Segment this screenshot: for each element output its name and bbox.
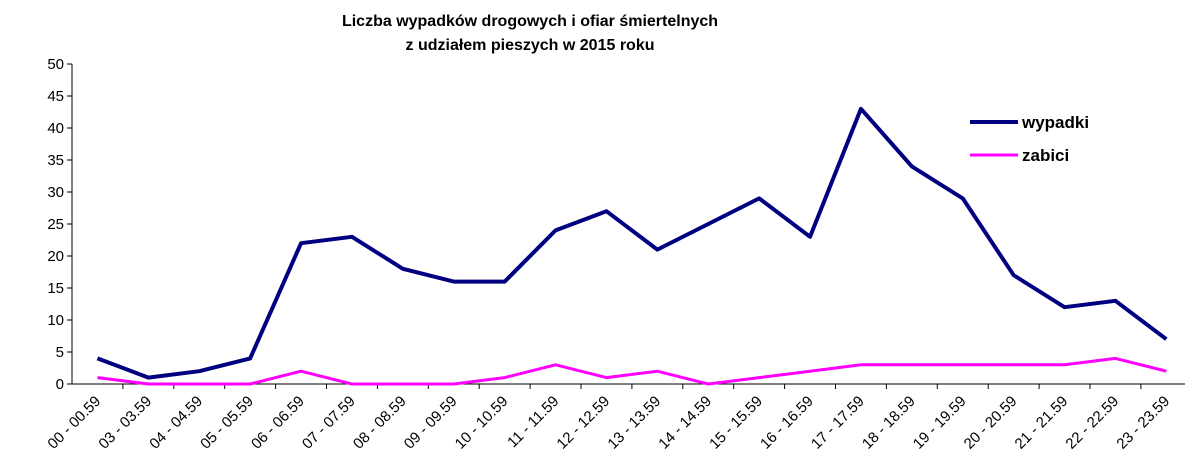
x-tick-label: 16 - 16.59 (757, 393, 817, 453)
x-tick-label: 14 - 14.59 (655, 393, 715, 453)
y-tick-label: 0 (56, 376, 64, 393)
legend-label: zabici (1022, 146, 1069, 165)
x-tick-label: 03 - 03.59 (95, 393, 155, 453)
x-tick-label: 00 - 00.59 (44, 393, 104, 453)
x-tick-label: 21 - 21.59 (1012, 393, 1072, 453)
x-tick-label: 23 - 23.59 (1113, 393, 1173, 453)
x-tick-label: 17 - 17.59 (808, 393, 868, 453)
y-tick-label: 20 (47, 248, 64, 265)
x-tick-label: 20 - 20.59 (961, 393, 1021, 453)
y-tick-label: 40 (47, 120, 64, 137)
y-tick-label: 45 (47, 88, 64, 105)
x-tick-label: 12 - 12.59 (553, 393, 613, 453)
x-tick-label: 06 - 06.59 (248, 393, 308, 453)
y-tick-label: 10 (47, 312, 64, 329)
chart-title: Liczba wypadków drogowych i ofiar śmiert… (342, 13, 718, 30)
x-tick-label: 09 - 09.59 (401, 393, 461, 453)
series-line (97, 356, 1167, 386)
x-tick-label: 22 - 22.59 (1062, 393, 1122, 453)
x-tick-label: 04 - 04.59 (146, 393, 206, 453)
y-tick-label: 5 (56, 344, 64, 361)
x-tick-label: 13 - 13.59 (604, 393, 664, 453)
chart-subtitle: z udziałem pieszych w 2015 roku (406, 37, 655, 54)
y-tick-label: 15 (47, 280, 64, 297)
y-tick-label: 35 (47, 152, 64, 169)
legend-label: wypadki (1021, 113, 1089, 132)
x-tick-label: 19 - 19.59 (910, 393, 970, 453)
x-tick-label: 18 - 18.59 (859, 393, 919, 453)
x-tick-label: 08 - 08.59 (350, 393, 410, 453)
x-tick-label: 07 - 07.59 (299, 393, 359, 453)
y-tick-label: 25 (47, 216, 64, 233)
x-tick-label: 05 - 05.59 (197, 393, 257, 453)
y-tick-label: 30 (47, 184, 64, 201)
y-tick-label: 50 (47, 56, 64, 73)
x-tick-label: 15 - 15.59 (706, 393, 766, 453)
x-tick-label: 10 - 10.59 (452, 393, 512, 453)
series-line (96, 106, 1168, 380)
x-tick-label: 11 - 11.59 (504, 393, 562, 451)
